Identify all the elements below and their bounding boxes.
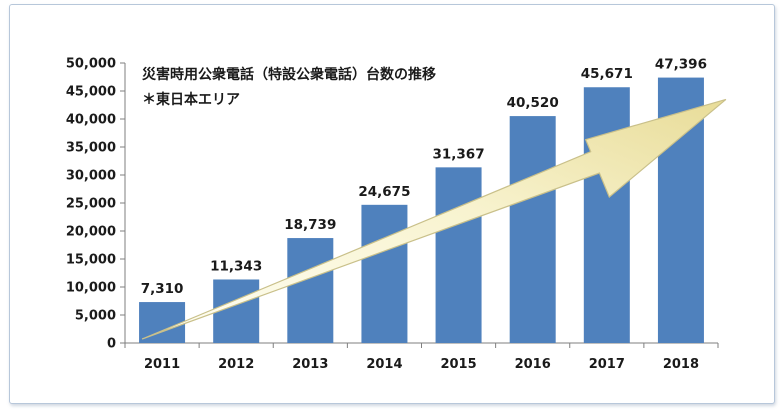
y-tick-label: 10,000 bbox=[66, 281, 116, 296]
x-tick-label: 2013 bbox=[292, 357, 328, 372]
bar bbox=[213, 279, 260, 343]
trend-arrow-group bbox=[141, 98, 727, 340]
y-tick-label: 15,000 bbox=[66, 253, 116, 268]
bar bbox=[435, 167, 482, 343]
data-label: 11,343 bbox=[210, 258, 262, 274]
x-tick-label: 2016 bbox=[515, 357, 551, 372]
x-axis: 2011 2012 2013 2014 2015 2016 2017 2018 bbox=[124, 342, 719, 372]
y-tick-label: 30,000 bbox=[66, 169, 116, 184]
chart-title: 災害時用公衆電話（特設公衆電話）台数の推移 bbox=[142, 66, 436, 83]
x-tick-label: 2015 bbox=[440, 357, 476, 372]
bar bbox=[583, 87, 630, 343]
bar bbox=[509, 116, 556, 343]
y-axis: 0 5,000 10,000 15,000 20,000 25,000 30,000 35,0… bbox=[66, 57, 126, 352]
y-tick-label: 5,000 bbox=[75, 309, 116, 324]
data-label: 40,520 bbox=[507, 95, 559, 111]
x-tick-label: 2018 bbox=[663, 357, 699, 372]
y-tick-label: 25,000 bbox=[66, 197, 116, 212]
data-labels: 7,310 11,343 18,739 24,675 31,367 40,520 45,67… bbox=[141, 57, 707, 297]
data-label: 31,367 bbox=[433, 146, 485, 162]
data-label: 24,675 bbox=[358, 184, 410, 200]
x-tick-label: 2014 bbox=[366, 357, 402, 372]
data-label: 7,310 bbox=[141, 281, 184, 297]
data-label: 47,396 bbox=[655, 57, 707, 73]
y-tick-label: 20,000 bbox=[66, 225, 116, 240]
y-tick-label: 35,000 bbox=[66, 141, 116, 156]
y-tick-label: 40,000 bbox=[66, 113, 116, 128]
bar bbox=[287, 238, 334, 343]
bar bbox=[139, 302, 186, 343]
y-tick-label: 0 bbox=[107, 337, 116, 352]
x-tick-label: 2011 bbox=[144, 357, 180, 372]
chart-subtitle: ＊東日本エリア bbox=[142, 91, 240, 108]
trend-arrow bbox=[141, 98, 727, 340]
bar-series bbox=[139, 77, 704, 343]
x-tick-label: 2017 bbox=[589, 357, 625, 372]
x-tick-label: 2012 bbox=[218, 357, 254, 372]
data-label: 45,671 bbox=[581, 66, 633, 82]
data-label: 18,739 bbox=[284, 217, 336, 233]
y-tick-label: 45,000 bbox=[66, 85, 116, 100]
y-tick-label: 50,000 bbox=[66, 57, 116, 72]
bar bbox=[361, 204, 408, 343]
